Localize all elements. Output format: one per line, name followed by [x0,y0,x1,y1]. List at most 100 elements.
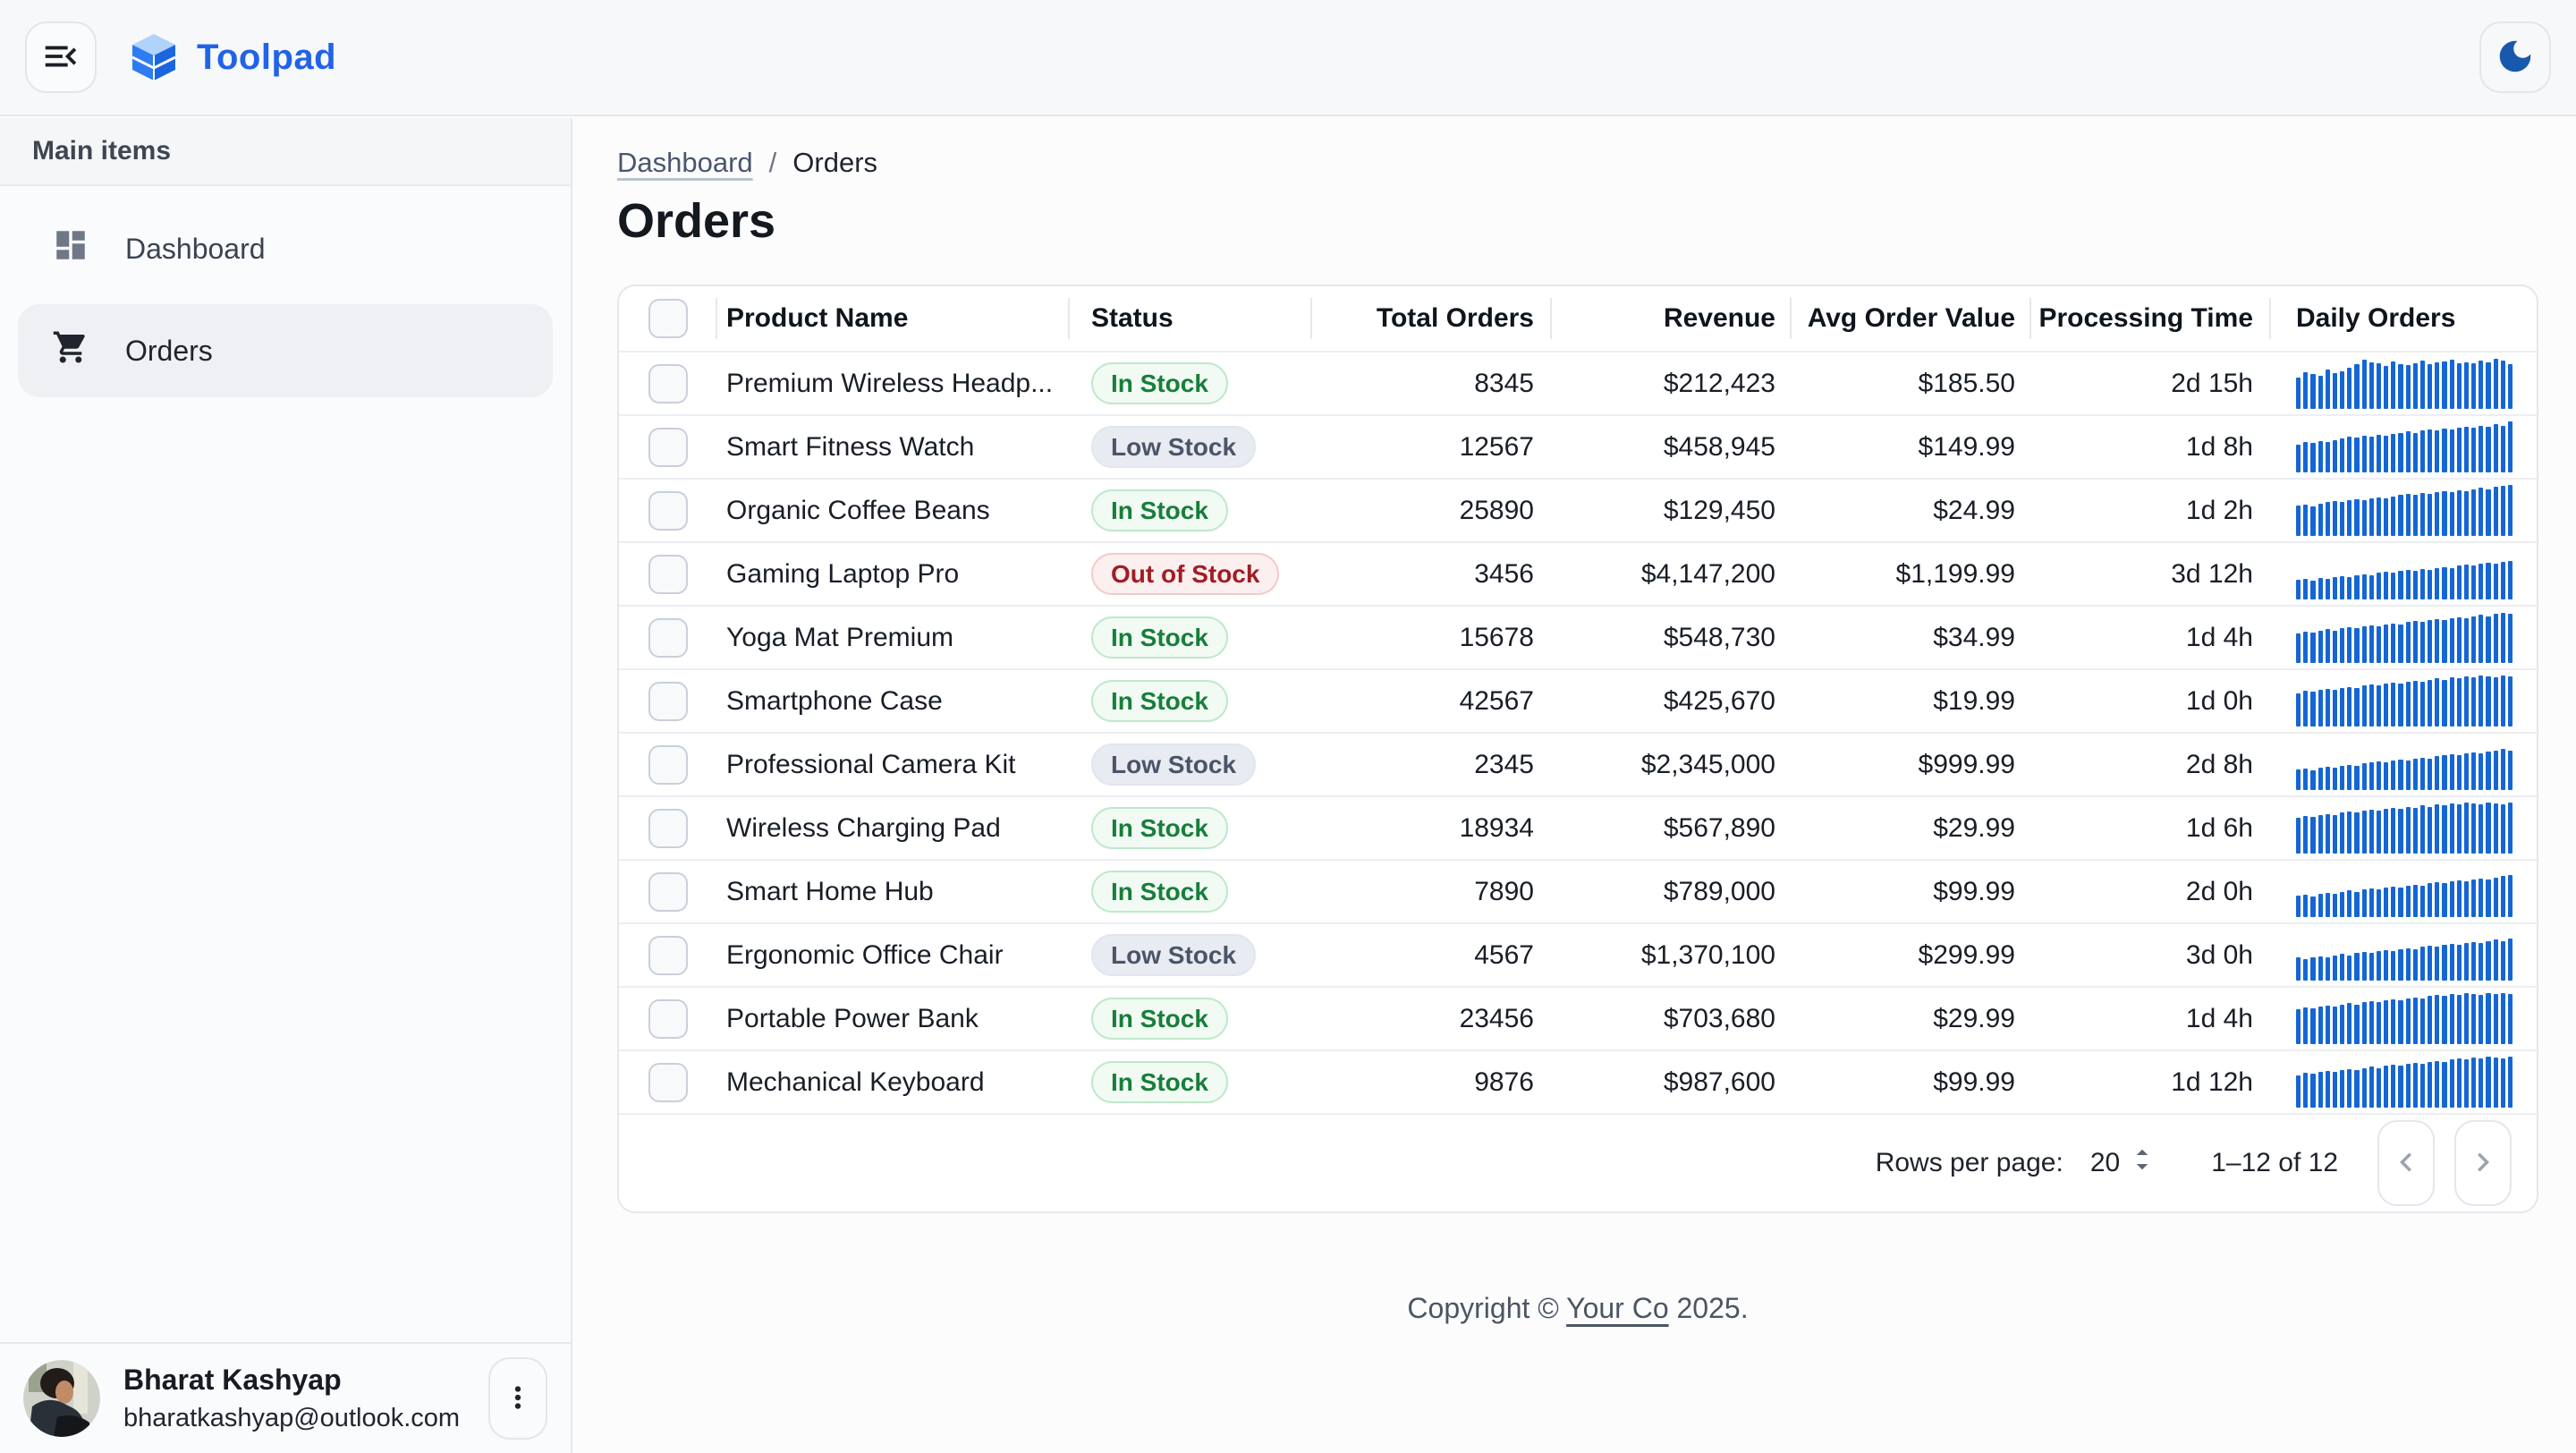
sparkline-bar [2310,692,2316,726]
sparkline-bar [2391,760,2396,790]
avg-order-value-cell: $99.99 [1792,1051,2031,1113]
sparkline-bar [2471,565,2477,599]
sparkline-bar [2435,995,2440,1044]
sidebar-item-dashboard[interactable]: Dashboard [18,202,553,295]
column-header-revenue[interactable]: Revenue [1552,286,1792,351]
sparkline-bar [2493,614,2498,663]
row-checkbox[interactable] [648,363,688,404]
column-header-spark[interactable]: Daily Orders [2271,286,2537,351]
sparkline-bar [2325,369,2330,409]
table-row[interactable]: Yoga Mat Premium In Stock 15678 $548,730 $34… [619,605,2537,668]
previous-page-button[interactable] [2377,1120,2435,1206]
column-header-status[interactable]: Status [1070,286,1312,351]
row-checkbox[interactable] [648,554,688,594]
sparkline-bar [2479,676,2484,726]
column-header-name[interactable]: Product Name [717,286,1070,351]
revenue-cell: $129,450 [1552,480,1792,541]
table-row[interactable]: Smartphone Case In Stock 42567 $425,670 $19.… [619,668,2537,732]
row-checkbox[interactable] [648,935,688,975]
sparkline-bar [2456,755,2462,790]
column-header-avg[interactable]: Avg Order Value [1792,286,2031,351]
sparkline-bar [2471,1058,2477,1108]
sparkline-bar [2456,804,2462,854]
sparkline-bar [2340,370,2345,409]
sparkline-bar [2325,502,2330,536]
table-row[interactable]: Wireless Charging Pad In Stock 18934 $567,8… [619,795,2537,859]
row-checkbox[interactable] [648,617,688,658]
product-name-cell: Premium Wireless Headp... [717,353,1070,414]
sparkline-bar [2310,896,2316,917]
sparkline-bar [2391,361,2396,409]
revenue-value: $212,423 [1663,368,1775,398]
sparkline-bar [2376,573,2382,599]
breadcrumb-dashboard-link[interactable]: Dashboard [617,147,753,178]
company-link[interactable]: Your Co [1566,1292,1669,1324]
table-row[interactable]: Smart Fitness Watch Low Stock 12567 $458,94… [619,414,2537,478]
user-email: bharatkashyap@outlook.com [123,1404,461,1432]
sparkline-bar [2368,684,2374,726]
table-row[interactable]: Portable Power Bank In Stock 23456 $703,680… [619,986,2537,1049]
processing-time-cell: 3d 0h [2031,924,2271,986]
sparkline-bar [2479,942,2484,981]
sidebar-item-label: Orders [125,334,213,367]
daily-orders-cell [2271,797,2537,859]
collapse-sidebar-button[interactable] [25,21,97,93]
row-checkbox[interactable] [648,871,688,912]
sparkline-bar [2296,957,2301,981]
table-row[interactable]: Gaming Laptop Pro Out of Stock 3456 $4,147,… [619,541,2537,605]
row-checkbox[interactable] [648,808,688,848]
sparkline-bar [2318,956,2323,981]
revenue-cell: $2,345,000 [1552,734,1792,795]
table-row[interactable]: Professional Camera Kit Low Stock 2345 $2,3… [619,732,2537,795]
select-all-checkbox[interactable] [648,299,688,338]
column-header-time[interactable]: Processing Time [2031,286,2271,351]
sparkline-bar [2354,687,2360,726]
total-orders-value: 25890 [1459,495,1534,525]
sparkline-bar [2296,896,2301,917]
sparkline-bar [2463,426,2470,472]
sparkline-bar [2442,883,2447,917]
table-row[interactable]: Organic Coffee Beans In Stock 25890 $129,45… [619,478,2537,541]
row-checkbox[interactable] [648,1062,688,1102]
column-header-label: Product Name [726,303,909,333]
row-checkbox[interactable] [648,681,688,721]
revenue-value: $2,345,000 [1640,749,1775,779]
sparkline-bar [2479,878,2484,917]
sparkline-bar [2368,574,2374,599]
table-row[interactable]: Ergonomic Office Chair Low Stock 4567 $1,37… [619,922,2537,986]
row-checkbox[interactable] [648,744,688,785]
processing-time-value: 1d 2h [2185,495,2253,525]
sparkline-bar [2325,441,2330,472]
sparkline-bar [2361,625,2367,663]
avg-order-value-value: $19.99 [1933,685,2015,716]
sparkline-bar [2347,890,2352,917]
table-row[interactable]: Mechanical Keyboard In Stock 9876 $987,600 $… [619,1049,2537,1113]
sidebar-item-orders[interactable]: Orders [18,304,553,397]
sparkline-bar [2486,879,2491,917]
row-checkbox[interactable] [648,490,688,531]
column-header-label: Revenue [1663,303,1775,333]
sparkline-bar [2507,1057,2513,1108]
sparkline-bar [2310,1074,2316,1108]
next-page-button[interactable] [2454,1120,2512,1206]
page-title: Orders [617,194,776,248]
sparkline-bar [2310,632,2316,663]
column-header-total[interactable]: Total Orders [1312,286,1552,351]
theme-toggle-button[interactable] [2479,21,2551,93]
rows-per-page-select[interactable]: 20 [2090,1142,2156,1185]
table-row[interactable]: Smart Home Hub In Stock 7890 $789,000 $99.99… [619,859,2537,922]
sparkline-bar [2442,945,2447,981]
sparkline-bar [2391,623,2396,663]
breadcrumb-current: Orders [792,147,878,178]
sparkline-bar [2347,686,2352,726]
sparkline-bar [2354,1069,2360,1108]
table-row[interactable]: Premium Wireless Headp... In Stock 8345 $21… [619,351,2537,414]
row-checkbox[interactable] [648,998,688,1039]
product-name-cell: Gaming Laptop Pro [717,543,1070,605]
daily-orders-cell [2271,988,2537,1049]
user-menu-button[interactable] [488,1357,547,1440]
sparkline-bar [2412,362,2418,409]
sparkline-bar [2340,765,2345,790]
row-checkbox[interactable] [648,427,688,467]
sparkline-bar [2347,764,2352,790]
